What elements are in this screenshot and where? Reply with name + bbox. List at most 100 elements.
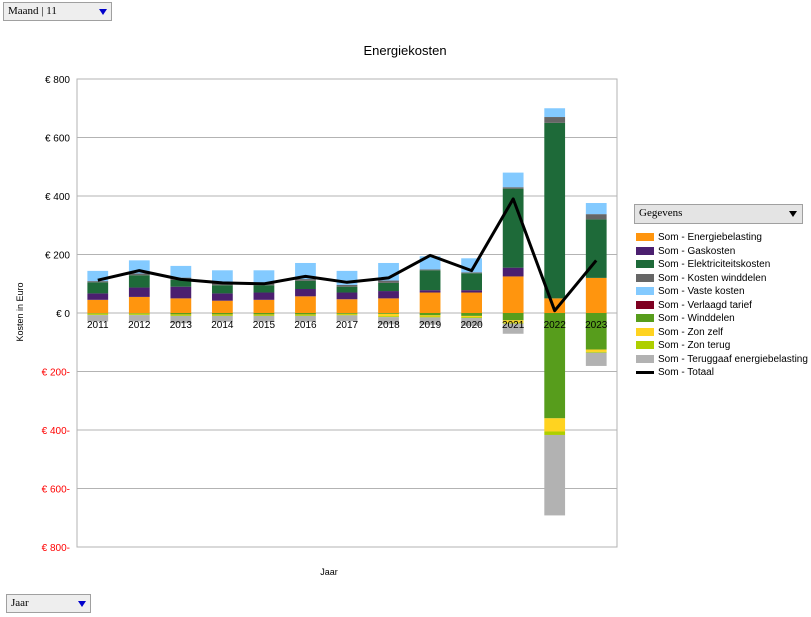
legend-swatch <box>636 246 654 255</box>
bar-segment <box>253 292 275 300</box>
bar-segment <box>295 313 316 315</box>
bar-segment <box>336 314 358 316</box>
legend-swatch <box>636 354 654 363</box>
legend-entry: Som - Teruggaaf energiebelasting <box>636 353 808 367</box>
legend-label: Som - Kosten winddelen <box>658 272 767 284</box>
bar-segment <box>295 314 316 316</box>
legend-swatch <box>636 273 654 282</box>
y-tick-label: € 400- <box>42 426 70 437</box>
y-tick-label: € 400 <box>45 192 70 203</box>
bar-segment <box>212 315 233 322</box>
legend-swatch <box>636 327 654 336</box>
bar-segment <box>544 418 566 432</box>
bar-segment <box>378 291 399 299</box>
chevron-down-icon <box>99 9 107 15</box>
bar-segment <box>170 286 192 299</box>
bar-segment <box>212 293 233 301</box>
legend-swatch <box>636 260 654 268</box>
bar-segment <box>336 313 358 314</box>
legend-label: Som - Totaal <box>658 367 714 378</box>
legend-label: Som - Winddelen <box>658 313 735 324</box>
bar-segment <box>87 314 109 316</box>
x-tick-label: 2022 <box>544 320 567 331</box>
bar-segment <box>585 313 607 350</box>
bar-segment <box>295 262 316 280</box>
bar-segment <box>419 317 441 325</box>
x-tick-label: 2011 <box>87 320 109 331</box>
legend-entry: Som - Vaste kosten <box>636 285 808 299</box>
bar-segment <box>378 317 399 325</box>
bar-segment <box>253 285 275 293</box>
bar-segment <box>295 296 316 313</box>
y-axis-label: Kosten in Euro <box>15 282 25 341</box>
bar-segment <box>253 313 275 315</box>
bar-segment <box>170 265 192 278</box>
bar-segment <box>253 315 275 316</box>
legend-entry: Som - Kosten winddelen <box>636 272 808 286</box>
bar-segment <box>419 313 441 316</box>
page-filter-dropdown[interactable]: Maand | 11 <box>3 2 112 21</box>
bar-segment <box>128 273 150 276</box>
bar-segment <box>419 292 441 313</box>
y-tick-label: € 200 <box>45 251 70 262</box>
y-axis: € 800- € 600- € 400- € 200- € 0 € 200 € 400 € 6… <box>42 75 71 554</box>
bar-segment <box>336 315 358 322</box>
x-axis: 2011 2012 2013 2014 2015 2016 2017 2018 2019 2020… <box>87 320 608 331</box>
bar-segment <box>87 281 109 283</box>
legend-label: Som - Elektriciteitskosten <box>658 259 771 270</box>
row-field-dropdown[interactable]: Jaar <box>6 594 91 613</box>
data-field-value: Gegevens <box>639 207 683 219</box>
x-tick-label: 2015 <box>253 320 276 331</box>
bar-segment <box>87 270 109 282</box>
legend-entry: Som - Gaskosten <box>636 245 808 259</box>
y-tick-label: € 800- <box>42 543 70 554</box>
bar-segment <box>502 276 524 313</box>
data-field-dropdown[interactable]: Gegevens <box>634 204 803 224</box>
x-tick-label: 2018 <box>377 320 400 331</box>
legend-label: Som - Verlaagd tarief <box>658 299 752 311</box>
bar-segment <box>419 315 441 317</box>
legend: Som - Energiebelasting Som - Gaskosten Som… <box>636 231 808 380</box>
bar-segment <box>128 275 150 288</box>
bar-segment <box>128 313 150 315</box>
bar-segment <box>585 277 607 313</box>
bar-segment <box>544 108 566 118</box>
legend-label: Som - Gaskosten <box>658 245 736 257</box>
legend-swatch <box>636 287 654 295</box>
y-tick-label: € 200- <box>42 368 70 379</box>
legend-line-swatch <box>636 371 654 374</box>
y-tick-label: € 600 <box>45 134 70 145</box>
bar-segment <box>170 315 192 316</box>
bar-segment <box>585 351 607 353</box>
bar-segment <box>378 313 399 314</box>
bar-segment <box>502 267 524 277</box>
bar-segment <box>87 282 109 294</box>
bar-segment <box>585 214 607 220</box>
bar-segment <box>378 282 399 292</box>
bar-segment <box>128 287 150 297</box>
bar-segment <box>585 349 607 352</box>
x-tick-label: 2020 <box>460 320 483 331</box>
y-tick-label: € 600- <box>42 485 70 496</box>
x-tick-label: 2014 <box>211 320 234 331</box>
bar-segment <box>128 313 150 314</box>
row-field-value: Jaar <box>11 597 29 609</box>
bar-segment <box>212 314 233 316</box>
bar-segment <box>295 280 316 290</box>
bar-segment <box>378 280 399 283</box>
page-filter-value: Maand | 11 <box>8 5 57 17</box>
triangle-down-icon <box>789 211 797 217</box>
bar-segment <box>461 317 482 326</box>
bar-segment <box>419 290 441 293</box>
bar-segment <box>87 293 109 300</box>
bar-segment <box>336 284 358 287</box>
bar-segment <box>212 270 233 284</box>
legend-swatch <box>636 341 654 349</box>
legend-entry: Som - Zon zelf <box>636 326 808 340</box>
bar-segment <box>128 314 150 316</box>
bar-segment <box>419 270 441 291</box>
bar-segment <box>419 316 441 318</box>
bar-segment <box>87 299 109 313</box>
x-tick-label: 2021 <box>502 320 525 331</box>
bar-segment <box>461 315 482 318</box>
